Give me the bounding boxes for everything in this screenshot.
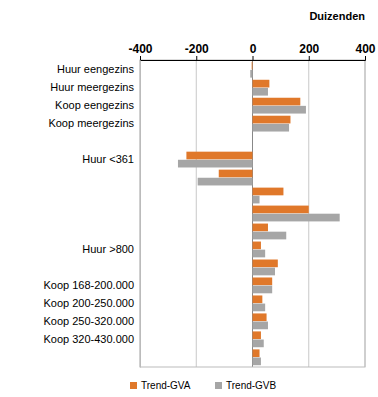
legend-swatch bbox=[215, 382, 222, 389]
x-tick: 400 bbox=[355, 42, 375, 60]
grid-line bbox=[308, 60, 309, 367]
x-tick: 200 bbox=[299, 42, 319, 60]
plot: -400 -200 0 200 400 Huur eengezins Huur meerge… bbox=[43, 42, 375, 368]
y-tick: Koop 200-250.000 bbox=[43, 297, 140, 309]
bar bbox=[251, 62, 253, 70]
bar bbox=[253, 106, 306, 114]
y-tick-label: Koop 168-200.000 bbox=[43, 279, 134, 291]
chart: -400 -200 0 200 400 Huur eengezins Huur meerge… bbox=[0, 0, 378, 397]
x-tick-mark bbox=[140, 56, 141, 60]
bars bbox=[178, 62, 340, 365]
x-tick-mark bbox=[253, 56, 254, 60]
x-tick-label: 200 bbox=[299, 42, 319, 56]
y-tick-label: Huur meergezins bbox=[50, 81, 134, 93]
bar bbox=[186, 152, 252, 160]
bar bbox=[253, 322, 268, 330]
y-tick: Huur eengezins bbox=[57, 63, 140, 75]
grid bbox=[140, 60, 365, 367]
y-tick: Huur meergezins bbox=[50, 81, 140, 93]
y-tick-label: Huur >800 bbox=[82, 243, 134, 255]
axis-title: Duizenden bbox=[309, 10, 365, 22]
bar bbox=[253, 277, 273, 285]
y-tick-label: Huur <361 bbox=[82, 153, 134, 165]
y-tick-label: Koop meergezins bbox=[48, 117, 134, 129]
x-tick: -400 bbox=[128, 42, 152, 60]
bar bbox=[253, 349, 260, 357]
bar bbox=[250, 70, 252, 78]
bar bbox=[253, 331, 261, 339]
bar bbox=[253, 224, 268, 232]
x-tick-mark bbox=[309, 56, 310, 60]
bar bbox=[219, 170, 253, 178]
y-axis: Huur eengezins Huur meergezins Koop eengez… bbox=[43, 61, 140, 368]
y-tick: Huur <361 bbox=[82, 153, 140, 165]
bar bbox=[253, 260, 278, 268]
bar bbox=[253, 196, 260, 204]
x-axis-line bbox=[141, 56, 366, 61]
y-tick: Koop 168-200.000 bbox=[43, 279, 140, 291]
bar bbox=[253, 357, 261, 365]
y-tick-label: Koop 250-320.000 bbox=[43, 315, 134, 327]
x-tick-label: 400 bbox=[355, 42, 375, 56]
bar bbox=[253, 124, 290, 132]
bar bbox=[253, 232, 287, 240]
legend-item: Trend-GVA bbox=[130, 380, 191, 391]
y-tick-label: Koop 200-250.000 bbox=[43, 297, 134, 309]
x-tick-label: 0 bbox=[250, 42, 257, 56]
bar bbox=[253, 214, 340, 222]
bar bbox=[253, 242, 261, 250]
bar bbox=[178, 160, 253, 168]
bar bbox=[253, 88, 268, 96]
x-axis: -400 -200 0 200 400 bbox=[128, 42, 375, 61]
bar bbox=[253, 98, 301, 106]
bar bbox=[253, 313, 267, 321]
bar bbox=[253, 116, 291, 124]
y-tick-label: Koop 320-430.000 bbox=[43, 333, 134, 345]
plot-frame bbox=[140, 60, 365, 367]
bar bbox=[253, 295, 263, 303]
y-tick-label: Huur eengezins bbox=[57, 63, 135, 75]
y-tick: Koop eengezins bbox=[55, 99, 140, 111]
bar bbox=[253, 340, 264, 348]
bar bbox=[253, 286, 273, 294]
y-tick: Koop meergezins bbox=[48, 117, 140, 129]
x-tick-label: -400 bbox=[128, 42, 152, 56]
y-tick-label: Koop eengezins bbox=[55, 99, 134, 111]
grid-line bbox=[196, 60, 197, 367]
legend-label: Trend-GVB bbox=[226, 380, 277, 391]
x-tick: 0 bbox=[250, 42, 257, 60]
legend-swatch bbox=[130, 382, 137, 389]
legend-item: Trend-GVB bbox=[215, 380, 277, 391]
bar bbox=[253, 80, 270, 88]
y-tick: Koop 320-430.000 bbox=[43, 333, 140, 345]
legend: Trend-GVA Trend-GVB bbox=[130, 380, 277, 391]
bar bbox=[253, 206, 309, 214]
bar bbox=[253, 188, 284, 196]
x-tick-label: -200 bbox=[185, 42, 209, 56]
legend-label: Trend-GVA bbox=[141, 380, 191, 391]
y-tick: Koop 250-320.000 bbox=[43, 315, 140, 327]
x-tick: -200 bbox=[185, 42, 209, 60]
bar bbox=[198, 178, 253, 186]
bar bbox=[253, 304, 266, 312]
x-tick-mark bbox=[365, 56, 366, 60]
bar bbox=[253, 268, 276, 276]
y-axis-line bbox=[140, 61, 141, 368]
x-tick-mark bbox=[196, 56, 197, 60]
y-tick: Huur >800 bbox=[82, 243, 140, 255]
bar bbox=[253, 250, 266, 258]
